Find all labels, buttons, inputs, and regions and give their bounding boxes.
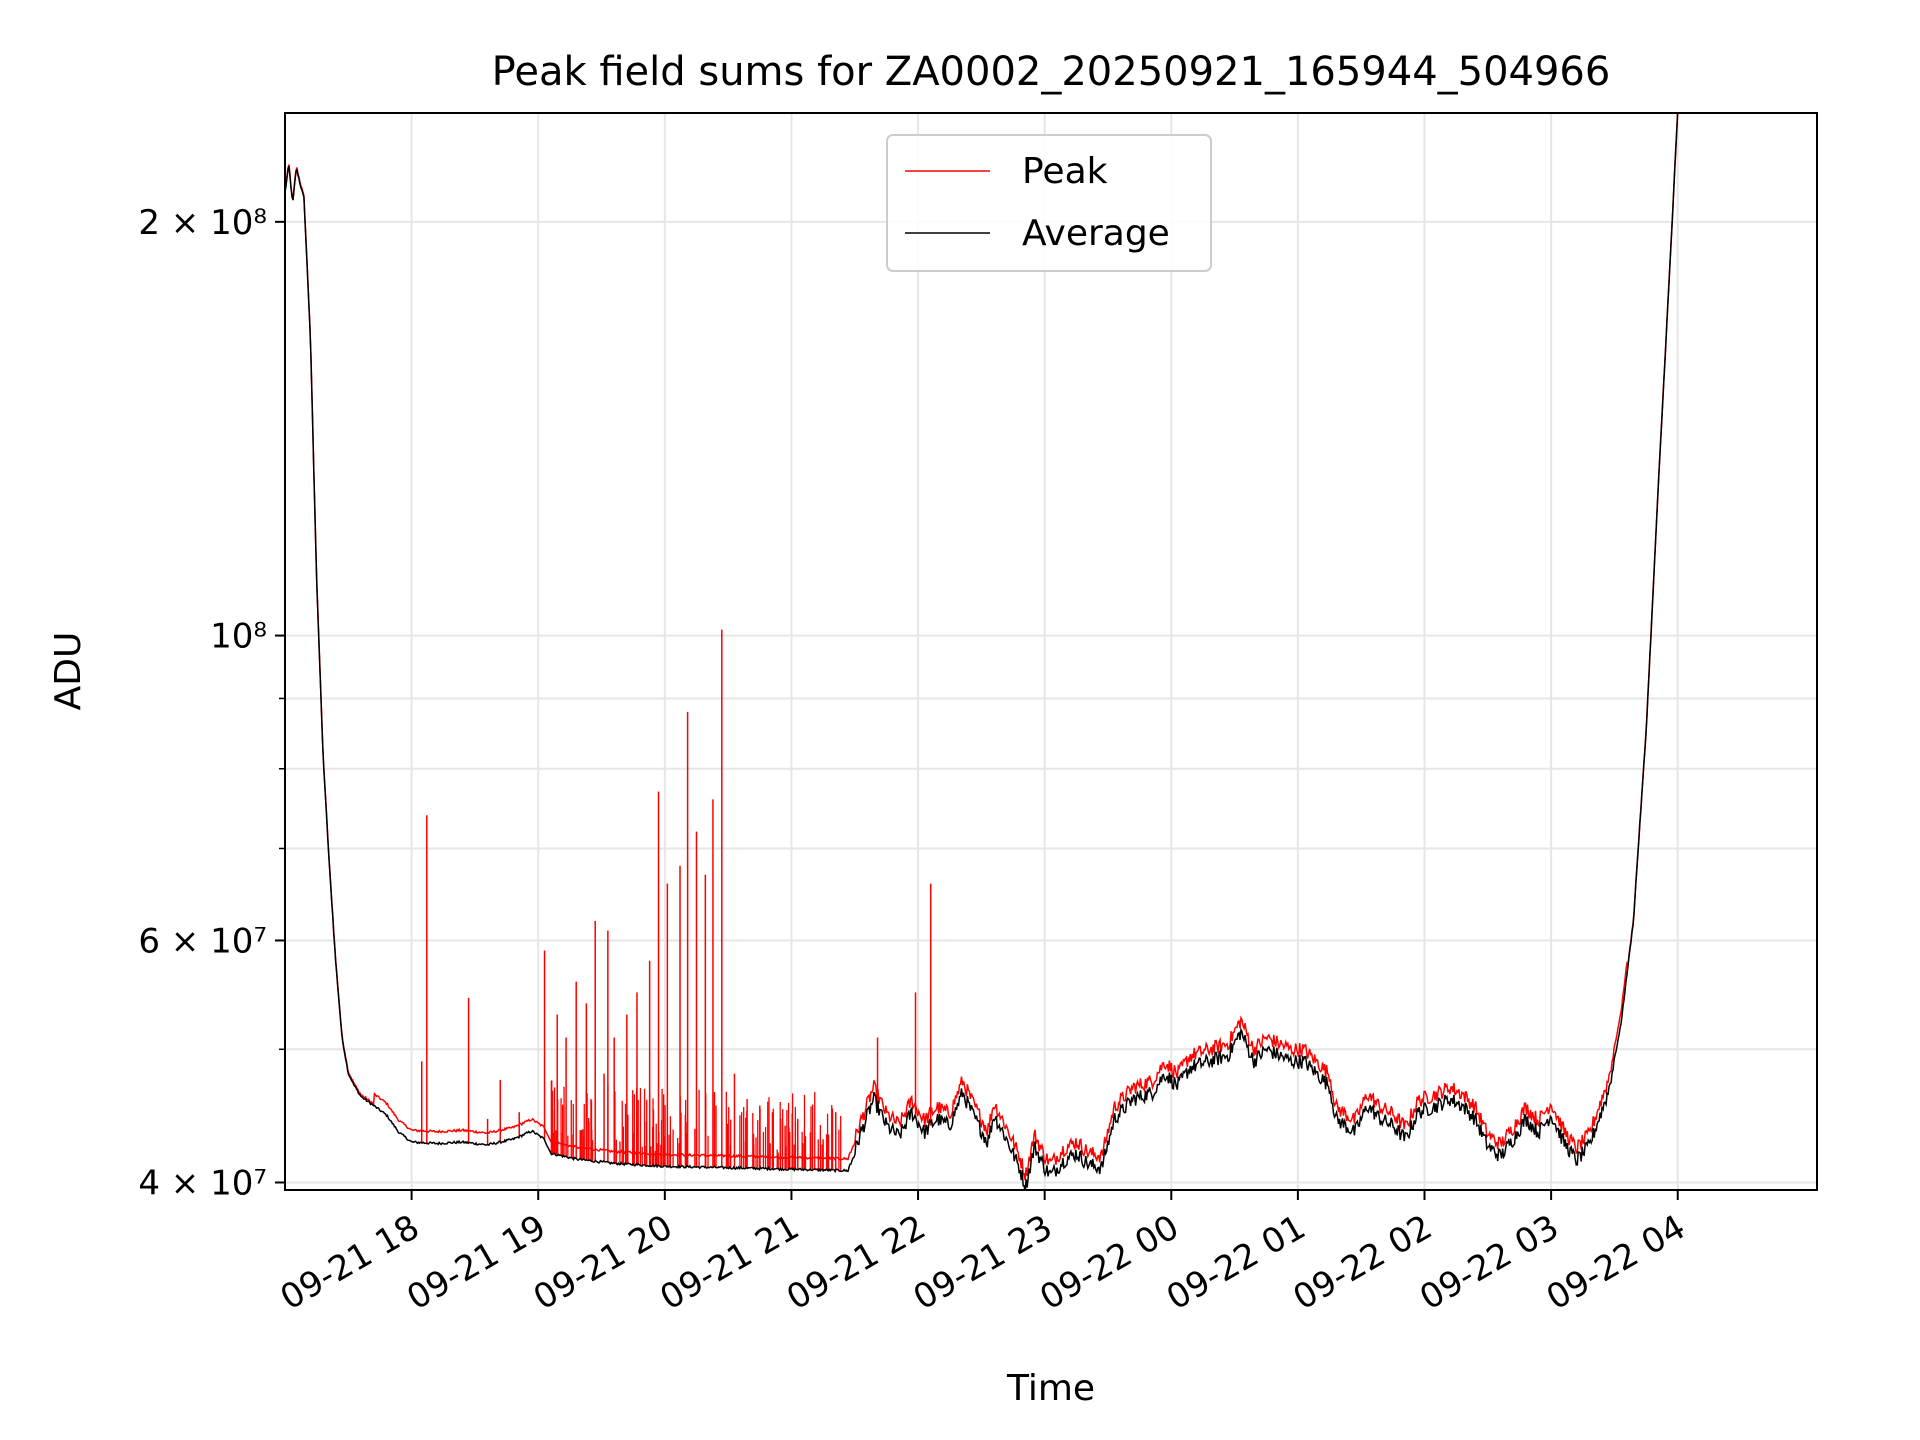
y-tick-label: 10⁸ — [210, 617, 267, 657]
legend-peak-label: Peak — [1022, 151, 1108, 192]
average-line — [285, 113, 1679, 1190]
y-tick-label: 6 × 10⁷ — [138, 921, 267, 961]
legend: Peak Average — [886, 134, 1212, 272]
x-axis-label: Time — [1006, 1368, 1095, 1409]
y-ticks: 4 × 10⁷ 6 × 10⁷ 10⁸ 2 × 10⁸ — [138, 203, 285, 1203]
peak-line — [285, 113, 1679, 1181]
peak-series — [285, 113, 1679, 1181]
chart-title: Peak field sums for ZA0002_20250921_1659… — [492, 49, 1611, 95]
legend-box — [886, 134, 1212, 272]
average-series — [285, 113, 1679, 1190]
series-group — [285, 113, 1679, 1190]
y-tick-label: 2 × 10⁸ — [138, 203, 267, 243]
legend-average-label: Average — [1022, 213, 1170, 254]
plot-area-frame — [284, 112, 1818, 1191]
y-axis-label: ADU — [48, 632, 89, 711]
y-tick-label: 4 × 10⁷ — [138, 1163, 267, 1203]
